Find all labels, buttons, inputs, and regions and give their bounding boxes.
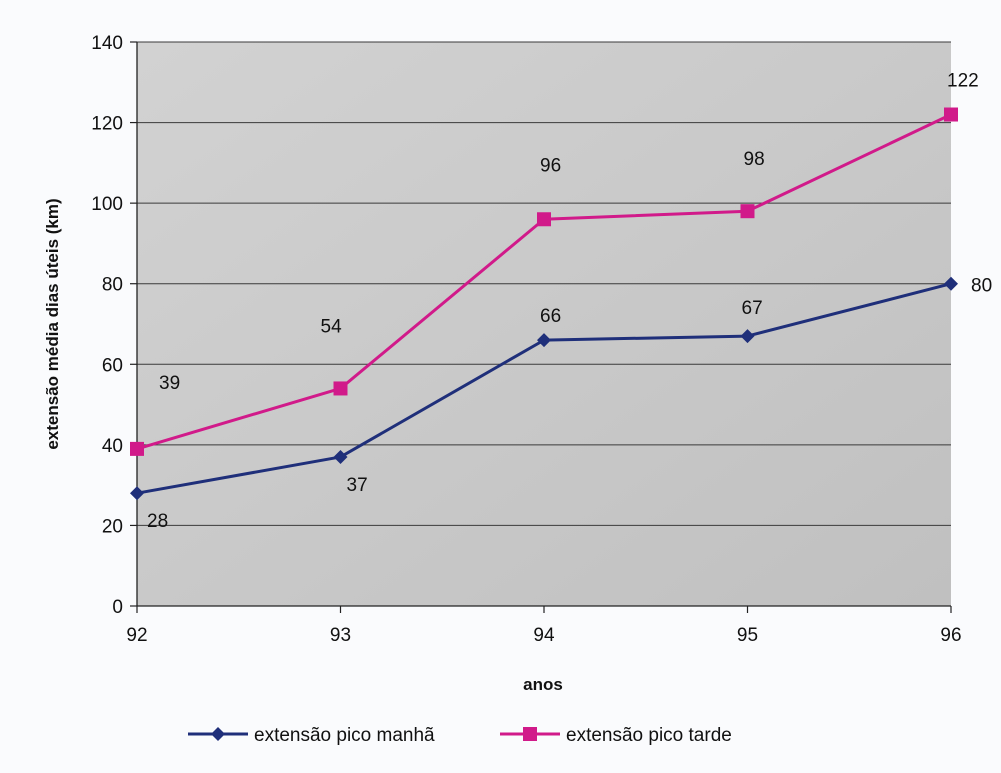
y-tick-label: 80 bbox=[102, 275, 123, 296]
y-tick-label: 40 bbox=[102, 436, 123, 457]
data-label: 80 bbox=[971, 276, 992, 297]
x-tick-label: 96 bbox=[940, 625, 961, 646]
y-tick-label: 140 bbox=[91, 33, 123, 54]
series-layer bbox=[130, 107, 958, 501]
gridlines bbox=[137, 41, 951, 526]
y-tick-label: 20 bbox=[102, 516, 123, 537]
x-tick-label: 94 bbox=[533, 625, 555, 646]
data-label: 37 bbox=[347, 475, 368, 496]
data-point bbox=[537, 212, 551, 227]
legend-label: extensão pico tarde bbox=[566, 725, 732, 746]
series-1 bbox=[130, 107, 958, 456]
data-label: 67 bbox=[742, 298, 763, 319]
legend-item-1: extensão pico tarde bbox=[500, 725, 732, 746]
data-point bbox=[130, 486, 144, 501]
x-tick-label: 92 bbox=[126, 625, 147, 646]
data-label: 39 bbox=[159, 373, 180, 394]
axes: 0 20 40 60 80 100 120 140 92 93 94 95 96 bbox=[91, 33, 961, 646]
legend-label: extensão pico manhã bbox=[254, 725, 435, 746]
data-point bbox=[523, 727, 537, 741]
y-axis-title: extensão média dias úteis (km) bbox=[43, 198, 62, 449]
data-point bbox=[944, 276, 958, 291]
data-label: 122 bbox=[947, 71, 979, 92]
data-point bbox=[944, 107, 958, 122]
data-label: 66 bbox=[540, 306, 561, 327]
data-point bbox=[211, 727, 225, 741]
legend: extensão pico manhã extensão pico tarde bbox=[188, 725, 732, 746]
y-tick-label: 60 bbox=[102, 355, 123, 376]
x-axis-title: anos bbox=[523, 675, 563, 694]
plot-area bbox=[137, 42, 951, 606]
data-labels: 28 37 66 67 80 39 54 96 98 122 bbox=[147, 71, 992, 533]
y-tick-label: 120 bbox=[91, 114, 123, 135]
data-point bbox=[740, 329, 755, 344]
series-0 bbox=[130, 276, 958, 501]
data-point bbox=[333, 381, 348, 396]
data-label: 28 bbox=[147, 511, 168, 532]
data-label: 54 bbox=[321, 316, 343, 337]
data-label: 96 bbox=[540, 155, 561, 176]
y-tick-label: 0 bbox=[112, 597, 123, 618]
data-label: 98 bbox=[744, 149, 765, 170]
x-tick-label: 95 bbox=[737, 625, 758, 646]
data-point bbox=[740, 204, 755, 219]
y-tick-label: 100 bbox=[91, 194, 123, 215]
data-point bbox=[537, 333, 551, 348]
data-point bbox=[130, 441, 144, 456]
x-tick-label: 93 bbox=[330, 625, 351, 646]
legend-item-0: extensão pico manhã bbox=[188, 725, 435, 746]
data-point bbox=[333, 449, 348, 464]
